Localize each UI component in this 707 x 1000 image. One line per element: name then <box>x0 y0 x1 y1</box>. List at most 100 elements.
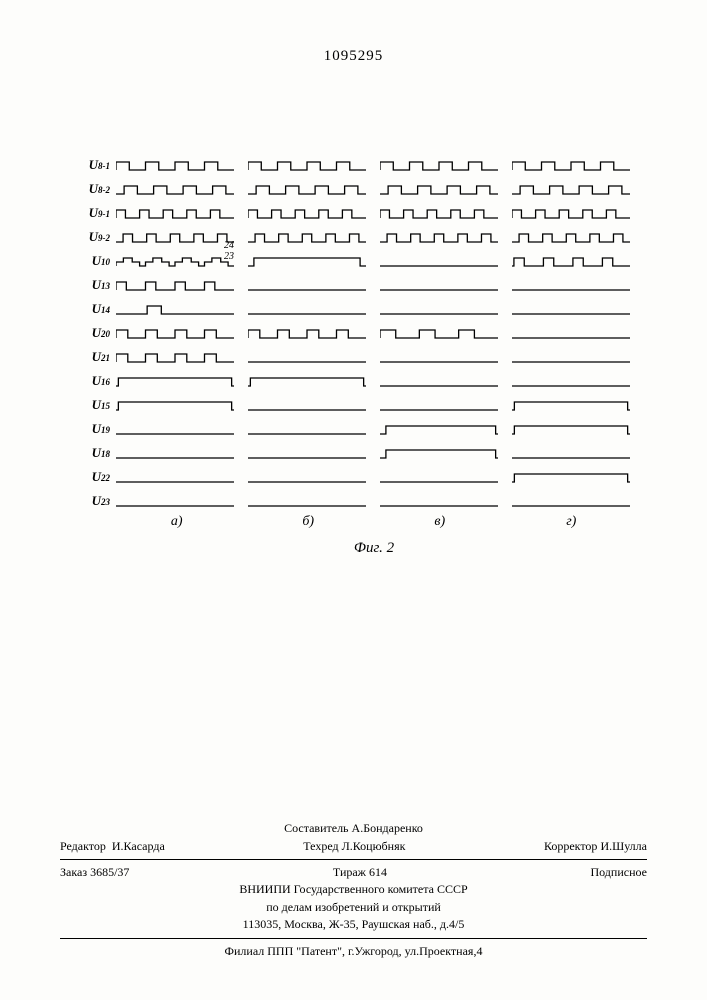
waveform-svg <box>248 440 366 460</box>
document-number: 1095295 <box>0 48 707 65</box>
waveform-svg <box>380 176 498 196</box>
waveform-svg <box>248 392 366 412</box>
waveform-col <box>512 152 630 172</box>
waveform-cols <box>116 152 630 172</box>
waveform-col <box>248 488 366 508</box>
waveform-svg <box>512 344 630 364</box>
waveform-svg <box>116 464 234 484</box>
waveform-col <box>116 272 234 292</box>
waveform-row: U15 <box>70 390 630 412</box>
waveform-cols <box>116 176 630 196</box>
waveform-svg <box>512 464 630 484</box>
waveform-col <box>116 488 234 508</box>
waveform-cols <box>116 224 630 244</box>
waveform-row: U23 <box>70 486 630 508</box>
waveform-svg <box>116 368 234 388</box>
waveform-col <box>116 368 234 388</box>
waveform-col <box>512 176 630 196</box>
waveform-col <box>116 392 234 412</box>
waveform-col <box>512 224 630 244</box>
waveform-svg <box>380 248 498 268</box>
col-label: а) <box>118 514 236 530</box>
waveform-cols <box>116 440 630 460</box>
row-label: U9-2 <box>70 231 116 244</box>
annotation: 23 <box>224 251 234 262</box>
waveform-col <box>116 200 234 220</box>
waveform-svg <box>116 416 234 436</box>
waveform-svg <box>380 464 498 484</box>
waveform-col <box>380 488 498 508</box>
row-label: U21 <box>70 351 116 364</box>
waveform-row: U21 <box>70 342 630 364</box>
col-label: в) <box>381 514 499 530</box>
waveform-svg <box>116 392 234 412</box>
waveform-svg <box>512 392 630 412</box>
row-label: U8-1 <box>70 159 116 172</box>
waveform-cols <box>116 320 630 340</box>
waveform-svg <box>512 440 630 460</box>
waveform-row: U19 <box>70 414 630 436</box>
col-label: г) <box>513 514 631 530</box>
waveform-svg <box>380 392 498 412</box>
waveform-svg <box>380 272 498 292</box>
waveform-col <box>248 320 366 340</box>
waveform-svg <box>248 248 366 268</box>
waveform-svg <box>512 200 630 220</box>
waveform-col <box>380 272 498 292</box>
waveform-svg <box>116 152 234 172</box>
waveform-svg <box>512 224 630 244</box>
waveform-svg <box>248 176 366 196</box>
waveform-svg <box>380 344 498 364</box>
waveform-col <box>512 464 630 484</box>
waveform-col <box>380 248 498 268</box>
waveform-svg <box>380 224 498 244</box>
waveform-col <box>248 152 366 172</box>
waveform-svg <box>116 200 234 220</box>
waveform-col <box>116 464 234 484</box>
addr-line: 113035, Москва, Ж-35, Раушская наб., д.4… <box>60 916 647 933</box>
waveform-svg <box>248 344 366 364</box>
waveform-row: U20 <box>70 318 630 340</box>
waveform-svg <box>512 416 630 436</box>
waveform-svg <box>248 464 366 484</box>
waveform-col <box>248 296 366 316</box>
row-label: U22 <box>70 471 116 484</box>
waveform-col <box>380 368 498 388</box>
annotation: 24 <box>224 240 234 251</box>
credits-row: Редактор И.Касарда Техред Л.Коцюбняк Кор… <box>60 838 647 855</box>
waveform-row: U13 <box>70 270 630 292</box>
row-label: U9-1 <box>70 207 116 220</box>
waveform-svg <box>512 488 630 508</box>
waveform-svg <box>248 200 366 220</box>
waveform-col <box>512 392 630 412</box>
waveform-col: 2423 <box>116 248 234 268</box>
waveform-svg <box>248 224 366 244</box>
waveform-svg <box>248 368 366 388</box>
waveform-cols <box>116 464 630 484</box>
waveform-svg <box>512 176 630 196</box>
row-label: U16 <box>70 375 116 388</box>
waveform-col <box>116 176 234 196</box>
waveform-col <box>512 200 630 220</box>
waveform-row: U22 <box>70 462 630 484</box>
waveform-col <box>512 344 630 364</box>
waveform-svg <box>380 152 498 172</box>
compiler-line: Составитель А.Бондаренко <box>60 820 647 837</box>
waveform-col <box>248 344 366 364</box>
waveform-col <box>116 320 234 340</box>
waveform-row: U16 <box>70 366 630 388</box>
waveform-svg <box>248 152 366 172</box>
timing-diagram: U8-1U8-2U9-1U9-2U102423U13U14U20U21U16U1… <box>70 150 630 557</box>
waveform-svg <box>116 440 234 460</box>
waveform-svg <box>116 344 234 364</box>
tirazh: Тираж 614 <box>333 864 387 881</box>
waveform-svg <box>248 272 366 292</box>
waveform-cols <box>116 272 630 292</box>
org-line1: ВНИИПИ Государственного комитета СССР <box>60 881 647 898</box>
waveform-svg <box>116 272 234 292</box>
waveform-col <box>116 344 234 364</box>
waveform-col <box>116 296 234 316</box>
waveform-row: U9-2 <box>70 222 630 244</box>
techred: Техред Л.Коцюбняк <box>303 838 405 855</box>
waveform-row: U14 <box>70 294 630 316</box>
